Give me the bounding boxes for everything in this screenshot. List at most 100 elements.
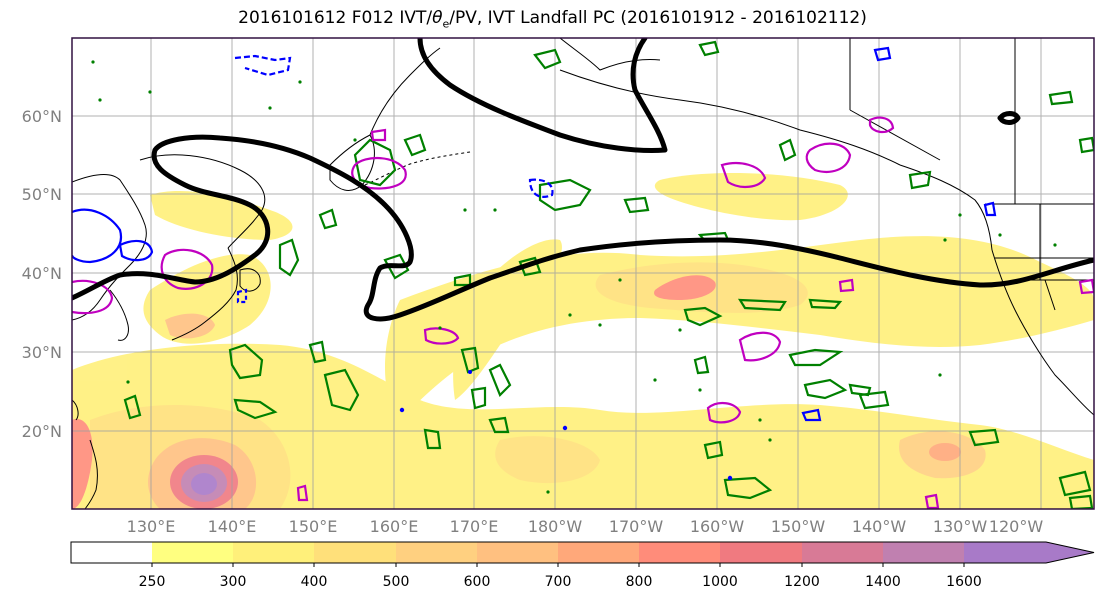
pv-contour (278, 238, 300, 277)
ivt-patch-kamchatka (150, 190, 293, 240)
ivt-patch-west-edge (72, 419, 93, 509)
colorbar-swatch (639, 542, 720, 563)
coast-taiwan (72, 399, 79, 421)
pv-contour (808, 298, 843, 310)
pv-contour (908, 170, 932, 190)
ivt-patch-north (654, 173, 848, 221)
pv-contour (1078, 136, 1094, 154)
theta-cold-contour (236, 288, 248, 304)
graticule (72, 38, 1094, 509)
pv-contour (623, 196, 650, 214)
ivt-typhoon-core (191, 473, 217, 495)
pv-contour (488, 363, 512, 397)
map-content (72, 38, 1094, 509)
colorbar-tick-label: 1400 (865, 574, 901, 590)
lat-label: 20°N (22, 422, 62, 441)
pv-contour (788, 348, 844, 367)
pv-contour (518, 256, 542, 277)
colorbar-outline (70, 541, 1095, 564)
pv-contour (1068, 494, 1094, 509)
pv-contour (308, 340, 327, 364)
lon-label: 120°W (989, 517, 1044, 536)
pv-contour (848, 383, 872, 397)
coast-kamchatka-okhotsk (139, 154, 266, 249)
ivt-patch-japan-core (165, 313, 215, 339)
theta-cold-contours (72, 46, 997, 422)
colorbar-tick-label: 300 (220, 574, 247, 590)
pc-contour-north (417, 38, 668, 153)
theta-warm-contour (738, 331, 782, 362)
pv-contour (803, 378, 848, 400)
pv-contour (233, 398, 278, 420)
lon-label: 160°E (370, 517, 419, 536)
lon-label: 140°W (852, 517, 907, 536)
coast-alaska-west (369, 47, 441, 136)
colorbar-tick-label: 400 (301, 574, 328, 590)
coast-us-west (991, 249, 1094, 416)
pv-contour (703, 440, 724, 460)
colorbar-swatch (71, 542, 152, 563)
pv-contour (470, 386, 487, 410)
colorbar-swatch (314, 542, 396, 563)
coast-alaska-north (559, 38, 661, 71)
theta-warm-contour (423, 327, 460, 345)
colorbar-swatch (477, 542, 558, 563)
theta-warm-contour (1078, 278, 1094, 295)
lon-label: 180°W (528, 517, 583, 536)
colorbar-tick-label: 700 (545, 574, 572, 590)
coast-east-asia (72, 173, 147, 321)
theta-warm-contour (720, 161, 767, 188)
colorbar-swatch (233, 542, 314, 563)
theta-cold-contour (528, 178, 554, 198)
theta-warm-contour (805, 142, 852, 173)
pv-contours (123, 40, 1094, 509)
pv-contour (353, 138, 397, 187)
colorbar-tick-label: 250 (139, 574, 166, 590)
pv-contour (1048, 90, 1074, 106)
theta-cold-contour (983, 201, 997, 217)
colorbar-tick-label: 800 (626, 574, 653, 590)
colorbar-swatch (558, 542, 639, 563)
pc-contour-small (997, 111, 1021, 125)
map-title: 2016101612 F012 IVT/θe/PV, IVT Landfall … (238, 8, 867, 31)
theta-cold-contour (118, 239, 154, 262)
ivt-patch-130w-core (929, 443, 961, 461)
pv-contour (968, 428, 1000, 447)
colorbar-tick-label: 1600 (946, 574, 982, 590)
lat-label: 30°N (22, 343, 62, 362)
lat-label: 50°N (22, 185, 62, 204)
colorbar-swatch (883, 542, 964, 563)
map-frame (71, 37, 1095, 510)
coast-aleutians (364, 151, 471, 186)
lon-label: 160°W (690, 517, 745, 536)
lat-label: 60°N (22, 107, 62, 126)
pv-contour (683, 306, 723, 327)
pv-contour (693, 355, 710, 375)
pv-contour (228, 343, 264, 380)
pv-contour (723, 476, 773, 500)
coast-philippines (84, 439, 98, 509)
theta-cold-contour (801, 408, 822, 422)
ivt-patch-180 (495, 436, 600, 484)
pv-contour (403, 133, 427, 157)
lon-label: 150°W (771, 517, 826, 536)
ivt-band-jet (385, 236, 1094, 420)
colorbar-swatch (152, 542, 233, 563)
pv-contour (538, 178, 592, 212)
theta-warm-contour (838, 278, 855, 293)
coast-kamchatka (329, 134, 375, 191)
ivt-shading (72, 173, 1094, 509)
theta-warm-contours (72, 116, 1094, 509)
lon-label: 140°E (208, 517, 257, 536)
lon-label: 130°W (933, 517, 988, 536)
colorbar-swatch (396, 542, 477, 563)
pv-contour (488, 416, 510, 434)
ivt-core-160w (654, 275, 716, 300)
theta-warm-contour (868, 116, 895, 134)
pv-contour (123, 394, 142, 420)
pv-contour (698, 40, 720, 57)
colorbar-tick-label: 1000 (702, 574, 738, 590)
colorbar: 250 300 400 500 600 700 800 1000 1200 14… (70, 541, 1095, 590)
theta-warm-contour (706, 402, 742, 424)
